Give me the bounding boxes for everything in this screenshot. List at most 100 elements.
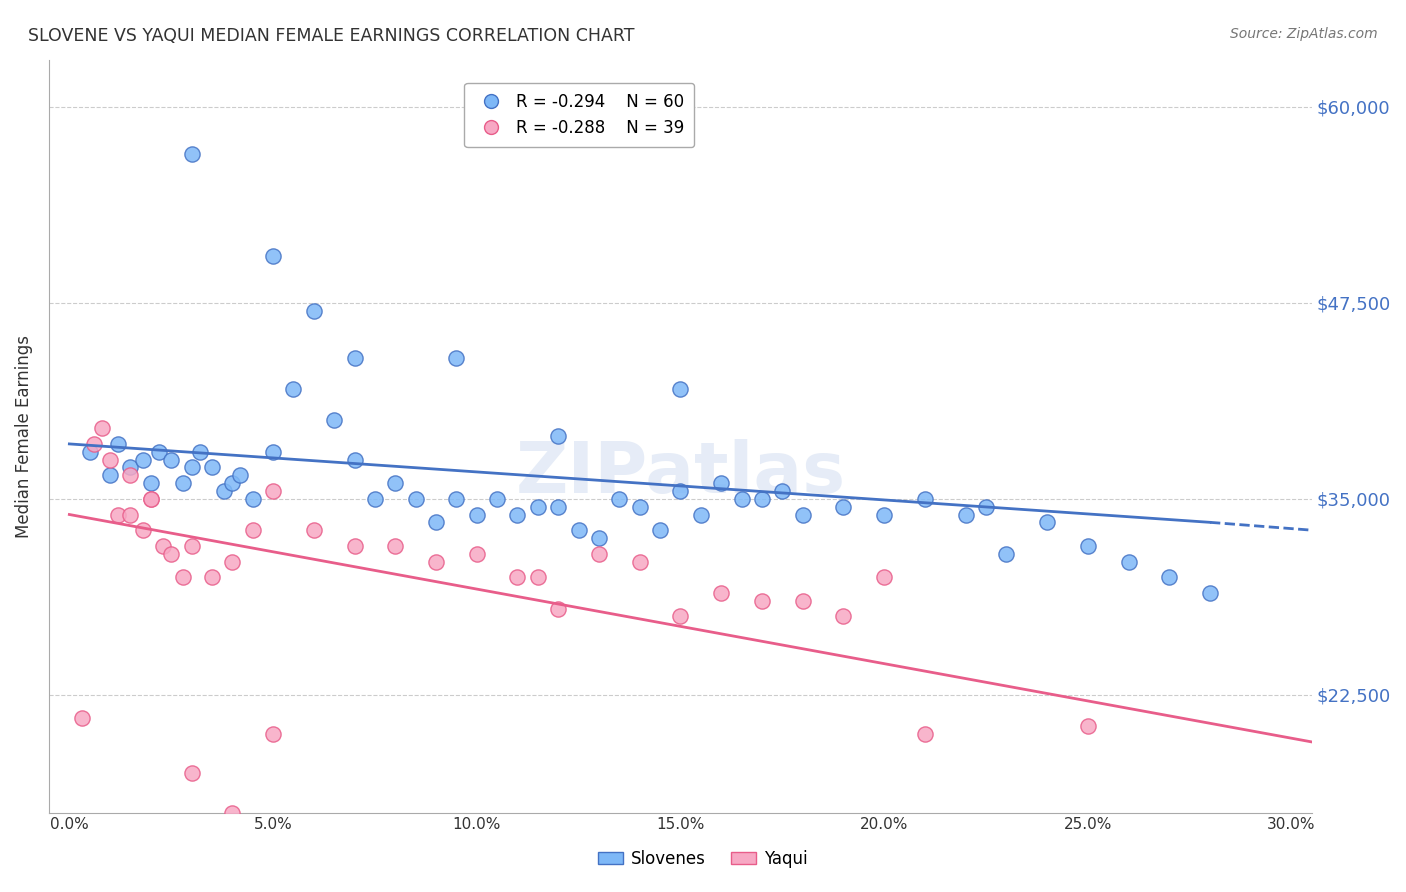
Point <box>751 594 773 608</box>
Point <box>873 570 896 584</box>
Point <box>832 500 855 514</box>
Y-axis label: Median Female Earnings: Median Female Earnings <box>15 334 32 538</box>
Point <box>770 483 793 498</box>
Point <box>221 555 243 569</box>
Point <box>465 547 488 561</box>
Point <box>188 444 211 458</box>
Point <box>242 491 264 506</box>
Point <box>262 727 284 741</box>
Point <box>669 483 692 498</box>
Point <box>689 508 711 522</box>
Point <box>669 382 692 396</box>
Point <box>139 491 162 506</box>
Text: ZIPatlas: ZIPatlas <box>516 439 845 508</box>
Point <box>131 523 153 537</box>
Point <box>160 452 183 467</box>
Legend: Slovenes, Yaqui: Slovenes, Yaqui <box>592 844 814 875</box>
Point <box>343 452 366 467</box>
Point <box>1118 555 1140 569</box>
Point <box>506 508 529 522</box>
Legend: R = -0.294    N = 60, R = -0.288    N = 39: R = -0.294 N = 60, R = -0.288 N = 39 <box>464 83 695 147</box>
Text: SLOVENE VS YAQUI MEDIAN FEMALE EARNINGS CORRELATION CHART: SLOVENE VS YAQUI MEDIAN FEMALE EARNINGS … <box>28 27 634 45</box>
Point <box>160 547 183 561</box>
Point <box>262 483 284 498</box>
Point <box>172 476 194 491</box>
Point <box>547 601 569 615</box>
Point <box>547 429 569 443</box>
Point <box>568 523 591 537</box>
Point <box>152 539 174 553</box>
Point <box>262 249 284 263</box>
Point <box>172 570 194 584</box>
Point <box>83 437 105 451</box>
Point <box>201 570 224 584</box>
Point <box>180 460 202 475</box>
Point <box>628 555 651 569</box>
Point <box>98 452 121 467</box>
Point <box>343 539 366 553</box>
Point <box>302 303 325 318</box>
Point <box>1077 719 1099 733</box>
Point <box>607 491 630 506</box>
Point <box>384 539 406 553</box>
Point <box>751 491 773 506</box>
Point <box>588 547 610 561</box>
Point <box>792 594 814 608</box>
Point <box>974 500 997 514</box>
Point <box>486 491 509 506</box>
Point <box>425 516 447 530</box>
Point <box>148 444 170 458</box>
Point <box>527 570 550 584</box>
Point <box>669 609 692 624</box>
Point <box>1199 586 1222 600</box>
Point <box>873 508 896 522</box>
Point <box>323 413 346 427</box>
Point <box>446 491 468 506</box>
Point <box>212 483 235 498</box>
Point <box>201 460 224 475</box>
Point <box>70 711 93 725</box>
Point <box>139 476 162 491</box>
Point <box>792 508 814 522</box>
Point <box>90 421 112 435</box>
Point <box>914 491 936 506</box>
Point <box>914 727 936 741</box>
Point <box>221 476 243 491</box>
Point <box>547 500 569 514</box>
Point <box>832 609 855 624</box>
Point <box>425 555 447 569</box>
Point <box>1036 516 1059 530</box>
Point <box>180 539 202 553</box>
Point <box>384 476 406 491</box>
Point <box>139 491 162 506</box>
Point <box>465 508 488 522</box>
Point <box>710 586 733 600</box>
Point <box>1077 539 1099 553</box>
Point <box>648 523 671 537</box>
Point <box>527 500 550 514</box>
Point <box>446 351 468 365</box>
Point <box>302 523 325 537</box>
Point <box>107 508 129 522</box>
Point <box>242 523 264 537</box>
Point <box>120 460 142 475</box>
Point <box>506 570 529 584</box>
Point <box>131 452 153 467</box>
Point <box>79 444 101 458</box>
Point <box>180 146 202 161</box>
Point <box>262 444 284 458</box>
Point <box>283 382 305 396</box>
Point <box>107 437 129 451</box>
Point <box>364 491 387 506</box>
Point <box>229 468 252 483</box>
Point <box>955 508 977 522</box>
Point <box>98 468 121 483</box>
Point <box>405 491 427 506</box>
Point <box>343 351 366 365</box>
Point <box>1159 570 1181 584</box>
Point <box>995 547 1018 561</box>
Point <box>180 766 202 780</box>
Point <box>588 531 610 545</box>
Point <box>120 468 142 483</box>
Text: Source: ZipAtlas.com: Source: ZipAtlas.com <box>1230 27 1378 41</box>
